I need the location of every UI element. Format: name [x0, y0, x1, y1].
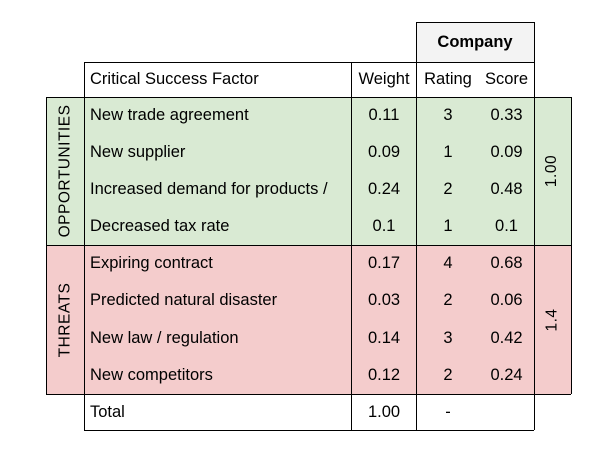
- total-rating: -: [445, 402, 451, 421]
- row-factor: New supplier: [90, 143, 186, 162]
- row-score: 0.1: [495, 217, 518, 236]
- threats-total: 1.4: [543, 307, 561, 332]
- row-score: 0.24: [490, 366, 523, 385]
- row-rating: 3: [443, 328, 453, 347]
- row-weight: 0.12: [367, 366, 401, 385]
- company-header-bg: [416, 23, 534, 62]
- row-score: 0.68: [490, 254, 523, 273]
- row-score: 0.33: [490, 106, 523, 125]
- column-header-factor: Critical Success Factor: [90, 70, 259, 89]
- row-rating: 3: [443, 106, 453, 125]
- row-factor: Expiring contract: [90, 254, 213, 273]
- column-header-score: Score: [484, 70, 529, 89]
- row-weight: 0.24: [367, 180, 401, 199]
- company-header: Company: [437, 33, 513, 52]
- row-factor: New law / regulation: [90, 328, 239, 347]
- row-factor: New competitors: [90, 366, 213, 385]
- column-header-rating: Rating: [424, 70, 472, 89]
- row-factor: Predicted natural disaster: [90, 291, 278, 310]
- threats-bg: [46, 245, 571, 394]
- row-rating: 4: [443, 254, 453, 273]
- row-rating: 1: [443, 143, 453, 162]
- row-factor: Decreased tax rate: [90, 217, 230, 236]
- row-score: 0.06: [490, 291, 523, 310]
- row-factor: New trade agreement: [90, 106, 249, 125]
- row-weight: 0.11: [368, 106, 400, 125]
- row-weight: 0.03: [367, 291, 401, 310]
- row-weight: 0.1: [372, 217, 396, 236]
- row-rating: 2: [443, 291, 453, 310]
- row-factor: Increased demand for products /: [90, 180, 328, 199]
- column-header-weight: Weight: [358, 70, 410, 89]
- row-rating: 2: [443, 180, 453, 199]
- row-weight: 0.17: [367, 254, 401, 273]
- row-rating: 1: [443, 217, 453, 236]
- threats-label: THREATS: [56, 282, 74, 357]
- row-rating: 2: [443, 366, 453, 385]
- row-score: 0.48: [490, 180, 523, 199]
- total-label: Total: [90, 402, 125, 421]
- row-score: 0.09: [490, 143, 523, 162]
- row-weight: 0.09: [367, 143, 401, 162]
- opportunities-bg: [46, 97, 571, 245]
- opportunities-total: 1.00: [543, 154, 561, 188]
- row-weight: 0.14: [367, 328, 401, 347]
- opportunities-label: OPPORTUNITIES: [56, 104, 74, 238]
- row-score: 0.42: [490, 328, 523, 347]
- total-weight: 1.00: [367, 402, 401, 421]
